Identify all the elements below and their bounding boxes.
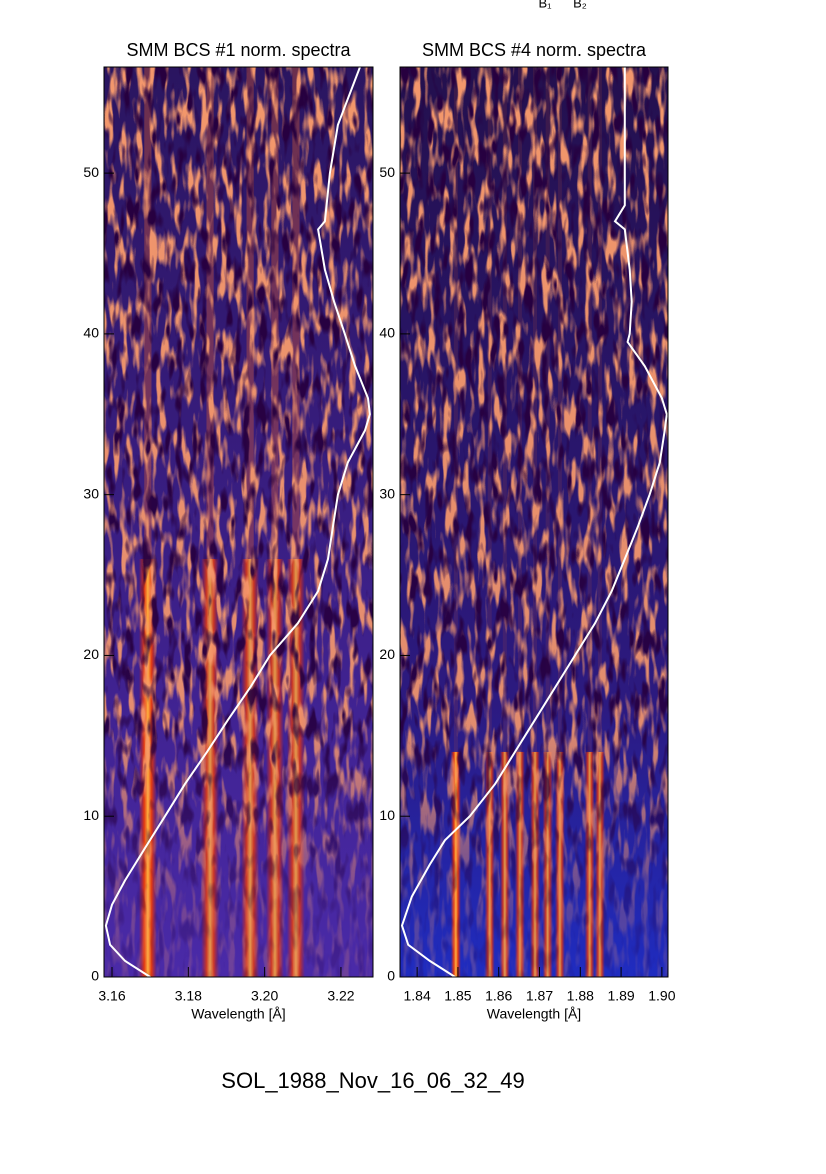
chart-title: SMM BCS #1 norm. spectra: [126, 40, 351, 60]
y-tick-label: 10: [379, 807, 395, 823]
annotation: B₂: [573, 0, 587, 10]
y-tick-label: 50: [379, 164, 395, 180]
x-tick-label: 1.85: [444, 988, 471, 1004]
x-tick-label: 1.84: [404, 988, 431, 1004]
light-curve: [104, 67, 371, 977]
annotation: B₁: [538, 0, 552, 10]
panel: 1.84 1.85 1.86 1.87 1.88 1.89 1.90 0 10 20 30 40 50 S…: [379, 40, 675, 1022]
noise-dark: [104, 67, 373, 977]
y-tick-label: 30: [83, 485, 99, 501]
x-tick-label: 3.22: [327, 988, 354, 1004]
y-tick-label: 0: [387, 968, 395, 984]
y-tick-label: 30: [379, 485, 395, 501]
x-tick-label: 1.87: [526, 988, 553, 1004]
plot-area: [400, 67, 668, 977]
x-tick-label: 3.16: [98, 988, 125, 1004]
frame: [399, 66, 669, 978]
x-tick-label: 3.18: [175, 988, 202, 1004]
texture: [104, 67, 373, 977]
panel: 3.16 3.18 3.20 3.22 0 10 20 30 40 50 SMM BCS #1 no…: [83, 40, 374, 1022]
x-axis-label: Wavelength [Å]: [487, 1006, 581, 1022]
x-axis-label: Wavelength [Å]: [191, 1006, 285, 1022]
light-curve: [400, 67, 668, 977]
x-tick-label: 3.20: [251, 988, 278, 1004]
y-tick-label: 20: [83, 646, 99, 662]
y-tick-label: 40: [379, 325, 395, 341]
x-tick-label: 1.89: [607, 988, 634, 1004]
y-tick-label: 50: [83, 164, 99, 180]
frame: [103, 66, 374, 978]
plot-area: [104, 67, 373, 977]
chart-title: SMM BCS #4 norm. spectra: [422, 40, 647, 60]
footer: SOL_1988_Nov_16_06_32_49: [221, 1068, 524, 1093]
y-tick-label: 20: [379, 646, 395, 662]
x-tick-label: 1.86: [485, 988, 512, 1004]
x-tick-label: 1.88: [567, 988, 594, 1004]
y-tick-label: 40: [83, 325, 99, 341]
noise-dark: [400, 67, 668, 977]
x-tick-label: 1.90: [648, 988, 675, 1004]
y-tick-label: 0: [91, 968, 99, 984]
y-tick-label: 10: [83, 807, 99, 823]
texture: [400, 67, 668, 977]
